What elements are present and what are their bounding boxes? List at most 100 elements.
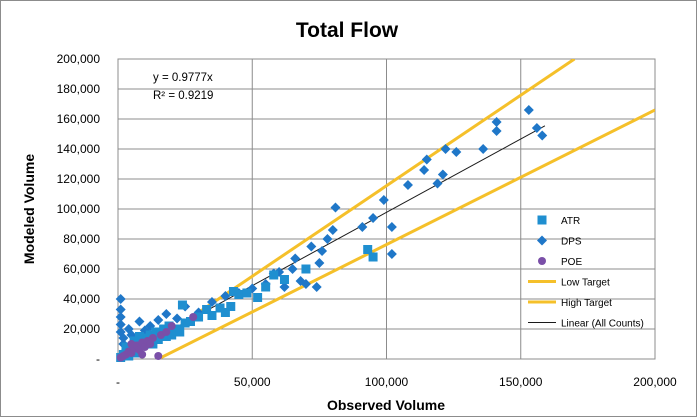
legend-label: POE (561, 257, 582, 268)
atr-point (145, 330, 155, 340)
legend-marker-atr (537, 215, 547, 225)
dps-point (123, 324, 134, 334)
dps-point (134, 316, 145, 327)
legend-marker-dps (537, 235, 547, 246)
x-tick-label: 100,000 (365, 375, 409, 389)
dps-point (287, 264, 298, 274)
dps-point (115, 312, 126, 322)
atr-point (368, 252, 378, 262)
chart-title: Total Flow (296, 19, 399, 42)
atr-point (202, 305, 212, 314)
dps-point (368, 213, 379, 223)
y-tick-label: 20,000 (63, 322, 100, 336)
atr-point (301, 264, 311, 274)
dps-point (311, 282, 322, 292)
dps-point (290, 253, 301, 264)
dps-point (432, 178, 443, 189)
atr-point (185, 317, 195, 326)
dps-point (322, 234, 333, 244)
dps-point (115, 319, 126, 330)
dps-point (314, 258, 325, 268)
dps-point (491, 126, 502, 136)
x-tick-label: - (116, 375, 120, 389)
atr-point (175, 327, 185, 337)
poe-point (127, 340, 136, 348)
dps-point (421, 154, 432, 165)
regression-equation: y = 0.9777x (153, 72, 213, 84)
legend-label: Linear (All Counts) (561, 319, 644, 330)
y-axis-tick-labels: - 20,000 40,000 60,000 80,000 100,000 120,000 1… (57, 52, 101, 366)
atr-point (220, 308, 230, 317)
atr-point (228, 287, 238, 296)
poe-point (162, 328, 171, 336)
atr-point (153, 335, 163, 344)
x-axis-title: Observed Volume (327, 397, 445, 413)
atr-point (159, 324, 169, 334)
dps-point (531, 123, 542, 133)
atr-point (207, 311, 217, 320)
dps-point (440, 144, 451, 154)
x-axis-tick-labels: - 50,000 100,000 150,000 200,000 (116, 375, 677, 389)
poe-point (167, 322, 176, 330)
atr-point (215, 303, 225, 313)
atr-point (132, 348, 142, 358)
dps-point (317, 246, 328, 256)
poe-point (154, 352, 163, 360)
x-tick-label: 150,000 (499, 375, 543, 389)
dps-point (153, 315, 164, 325)
atr-point (234, 290, 244, 299)
legend: ATR DPS POE Low Target High Target Linear (Al… (528, 215, 644, 330)
atr-point (261, 282, 271, 292)
y-tick-label: 140,000 (57, 142, 101, 156)
y-tick-label: 40,000 (63, 292, 100, 306)
y-tick-label: - (96, 352, 100, 366)
dps-point (300, 279, 311, 289)
data-points (115, 105, 548, 362)
dps-point (478, 144, 489, 154)
dps-point (523, 105, 534, 115)
x-tick-label: 50,000 (234, 375, 271, 389)
atr-point (279, 275, 289, 284)
y-tick-label: 60,000 (63, 262, 100, 276)
y-tick-label: 160,000 (57, 112, 101, 126)
low-target-line (157, 108, 655, 359)
dps-point (491, 117, 502, 127)
dps-point (220, 291, 231, 301)
dps-point (386, 222, 397, 232)
y-axis-title: Modeled Volume (21, 154, 37, 264)
legend-marker-poe (538, 257, 546, 265)
atr-point (269, 270, 279, 280)
atr-point (253, 293, 263, 302)
dps-point (330, 202, 341, 213)
dps-point (357, 222, 368, 232)
poe-point (148, 334, 157, 342)
high-target-line (184, 59, 576, 323)
dps-point (451, 147, 462, 157)
y-tick-label: 120,000 (57, 172, 101, 186)
legend-label: ATR (561, 216, 580, 227)
dps-point (306, 241, 317, 252)
atr-point (161, 332, 171, 341)
poe-point (138, 350, 147, 359)
atr-point (242, 288, 252, 298)
dps-point (115, 294, 126, 304)
y-tick-label: 180,000 (57, 82, 101, 96)
atr-point (194, 312, 204, 322)
dps-point (402, 180, 413, 190)
y-tick-label: 80,000 (63, 232, 100, 246)
grid-lines (118, 59, 655, 359)
atr-point (226, 302, 236, 311)
dps-point (437, 169, 448, 180)
dps-point (378, 195, 389, 205)
x-tick-label: 200,000 (633, 375, 677, 389)
dps-point (419, 165, 430, 175)
dps-point (115, 304, 126, 315)
atr-point (177, 300, 187, 310)
poe-point (146, 340, 155, 348)
dps-point (279, 282, 290, 292)
legend-label: DPS (561, 237, 582, 248)
atr-point (129, 336, 139, 346)
poe-point (189, 313, 198, 321)
dps-point (161, 309, 172, 319)
